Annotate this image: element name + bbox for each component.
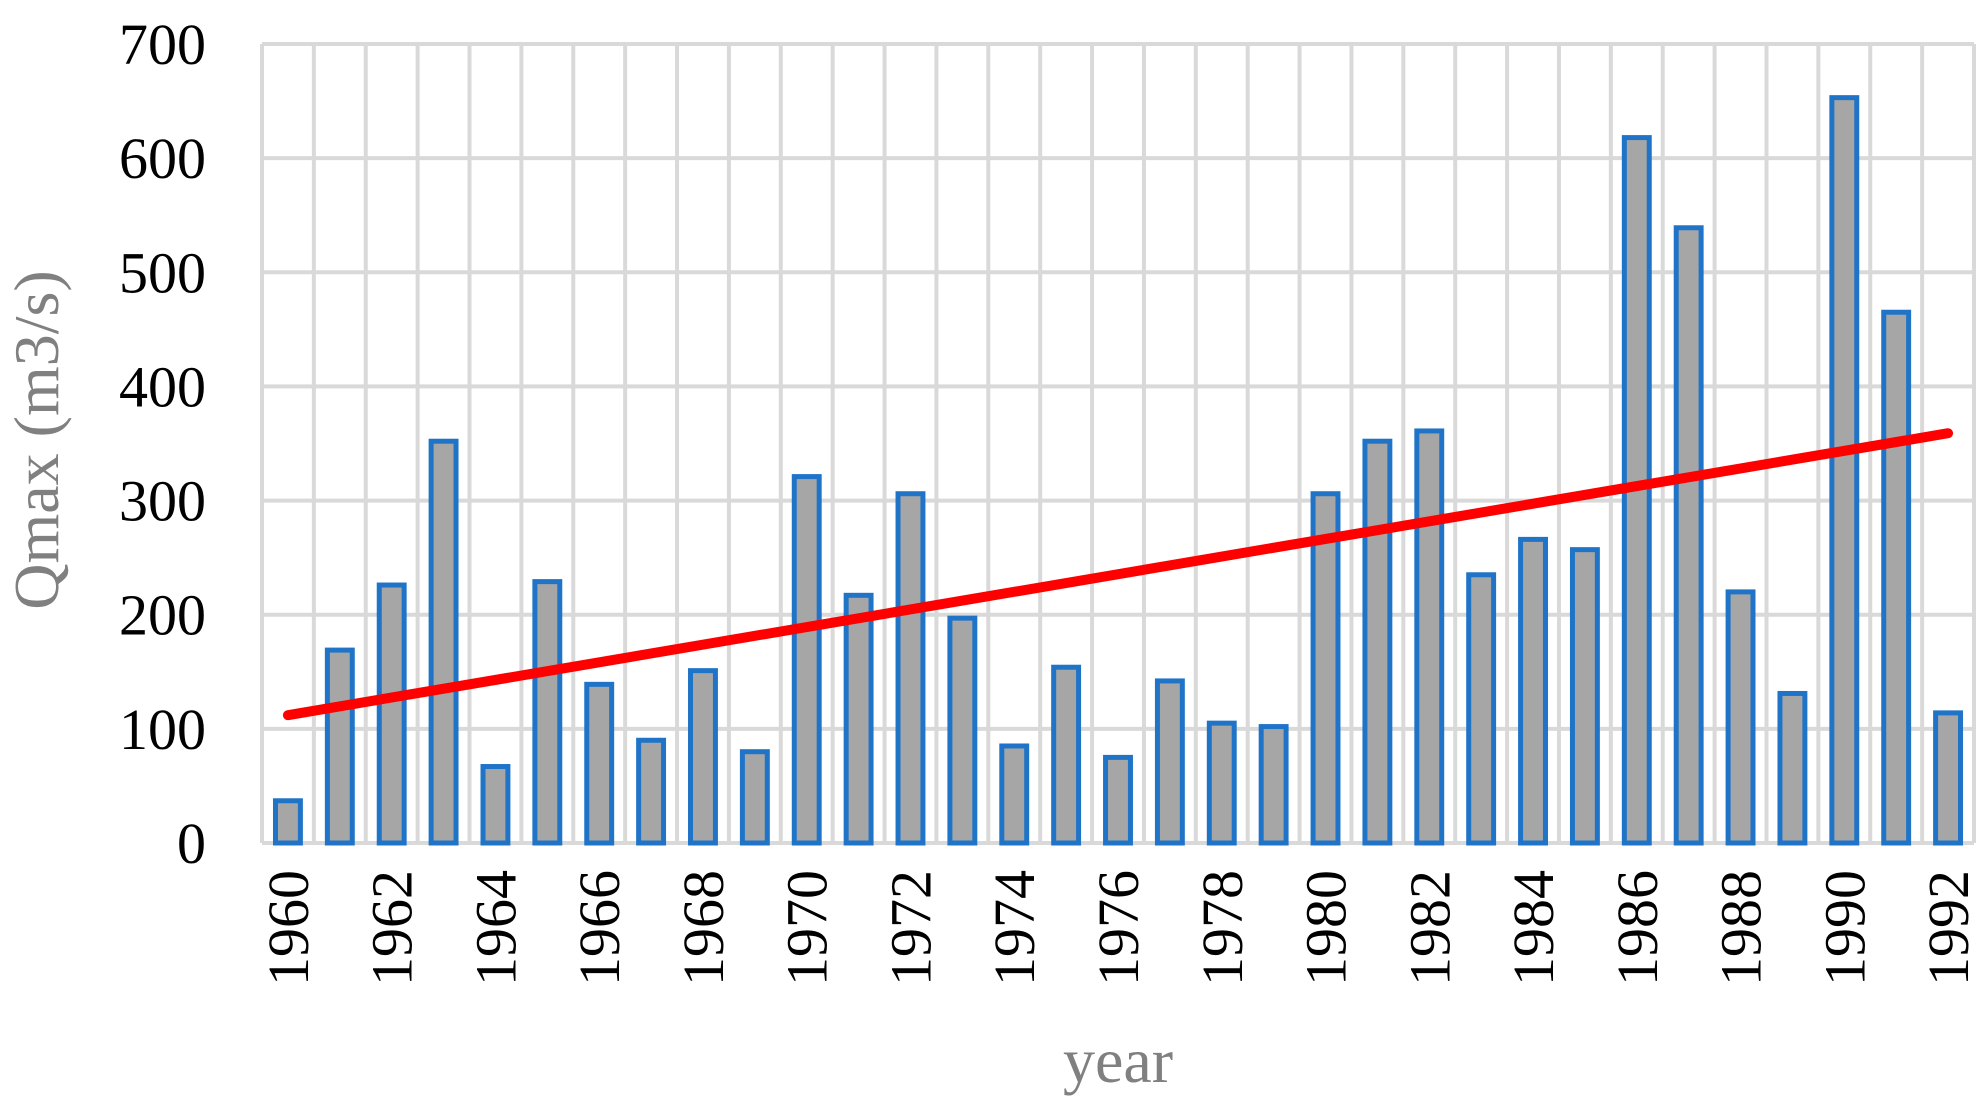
y-tick-label: 200 bbox=[119, 583, 206, 648]
bar-1981 bbox=[1362, 438, 1393, 846]
y-tick-label: 0 bbox=[177, 811, 206, 876]
x-tick-label: 1962 bbox=[360, 870, 425, 986]
bar-1967 bbox=[636, 737, 667, 846]
bar-1976 bbox=[1103, 754, 1133, 846]
y-tick-label: 600 bbox=[119, 126, 206, 191]
x-tick-label: 1978 bbox=[1190, 870, 1255, 986]
bar-1988 bbox=[1725, 589, 1756, 846]
y-tick-label: 500 bbox=[119, 240, 206, 305]
trendline bbox=[282, 428, 1954, 721]
bar-1983 bbox=[1466, 572, 1497, 846]
bar-1985 bbox=[1569, 547, 1600, 846]
bar-1965 bbox=[532, 579, 563, 846]
bar-1972 bbox=[895, 491, 926, 846]
bar-1966 bbox=[584, 681, 615, 846]
x-tick-label: 1966 bbox=[567, 870, 632, 986]
bar-1960 bbox=[272, 798, 303, 846]
x-tick-label: 1976 bbox=[1086, 870, 1151, 986]
x-tick-label: 1986 bbox=[1605, 870, 1670, 986]
bar-1991 bbox=[1881, 309, 1912, 846]
bar-1962 bbox=[376, 582, 407, 846]
x-tick-label: 1980 bbox=[1294, 870, 1359, 986]
bar-1970 bbox=[791, 474, 822, 846]
bar-1979 bbox=[1258, 724, 1289, 846]
bar-1971 bbox=[843, 592, 874, 846]
y-tick-labels: 0 100 200 300 400 500 600 700 bbox=[119, 12, 206, 876]
bar-1989 bbox=[1777, 690, 1808, 846]
x-tick-label: 1968 bbox=[671, 870, 736, 986]
bar-1963 bbox=[428, 438, 459, 846]
x-tick-label: 1964 bbox=[463, 870, 528, 986]
bar-1977 bbox=[1154, 678, 1185, 846]
x-tick-label: 1984 bbox=[1501, 870, 1566, 986]
bar-1992 bbox=[1933, 710, 1964, 846]
x-tick-label: 1988 bbox=[1709, 870, 1774, 986]
trend-line bbox=[282, 428, 1954, 721]
x-axis-title: year bbox=[1063, 1025, 1173, 1096]
bar-1974 bbox=[999, 743, 1030, 846]
grid bbox=[260, 42, 1976, 845]
x-tick-label: 1970 bbox=[775, 870, 840, 986]
x-tick-label: 1960 bbox=[256, 870, 321, 986]
bar-1961 bbox=[324, 647, 355, 846]
bar-1973 bbox=[947, 615, 978, 846]
x-tick-label: 1972 bbox=[878, 870, 943, 986]
x-tick-label: 1990 bbox=[1812, 870, 1877, 986]
y-tick-label: 700 bbox=[119, 12, 206, 77]
bars bbox=[272, 95, 1964, 846]
x-tick-label: 1992 bbox=[1916, 870, 1981, 986]
x-tick-labels: 1960 1962 1964 1966 1968 1970 1972 1974 1976 1978… bbox=[256, 870, 1981, 986]
bar-1978 bbox=[1206, 720, 1237, 846]
bar-1990 bbox=[1829, 95, 1860, 846]
y-axis-title: Qmax (m3/s) bbox=[1, 270, 72, 610]
bar-1968 bbox=[688, 668, 718, 846]
bar-1987 bbox=[1673, 225, 1704, 846]
x-tick-label: 1982 bbox=[1397, 870, 1462, 986]
bar-1980 bbox=[1310, 491, 1341, 846]
bar-1964 bbox=[480, 764, 511, 846]
bar-1982 bbox=[1414, 428, 1445, 846]
y-tick-label: 300 bbox=[119, 469, 206, 534]
y-tick-label: 100 bbox=[119, 697, 206, 762]
y-tick-label: 400 bbox=[119, 354, 206, 419]
bar-1969 bbox=[739, 749, 770, 846]
bar-1984 bbox=[1518, 536, 1548, 846]
bar-1975 bbox=[1051, 664, 1082, 846]
x-tick-label: 1974 bbox=[982, 870, 1047, 986]
